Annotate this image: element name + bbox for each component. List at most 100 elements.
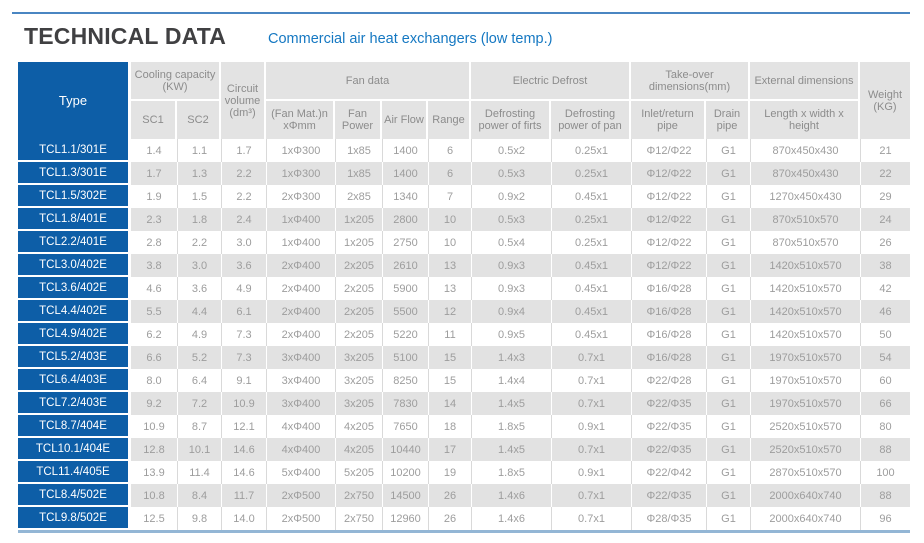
table-cell: 54	[860, 346, 910, 369]
table-cell: 2xΦ500	[266, 484, 335, 507]
table-cell: 1270x450x430	[750, 185, 860, 208]
page-subtitle: Commercial air heat exchangers (low temp…	[268, 31, 553, 47]
table-cell: 0.45x1	[551, 323, 631, 346]
table-cell: 3.0	[177, 254, 221, 277]
table-cell: 2.4	[221, 208, 266, 231]
table-cell: 100	[860, 461, 910, 484]
table-cell: 870x450x430	[750, 139, 860, 162]
table-cell: 26	[428, 507, 471, 530]
table-cell: 1.8x5	[471, 415, 551, 438]
table-cell: 1400	[382, 162, 428, 185]
table-cell: G1	[706, 346, 750, 369]
table-cell: 50	[860, 323, 910, 346]
row-type-label: TCL3.0/402E	[18, 254, 131, 277]
table-cell: 3x205	[335, 346, 382, 369]
table-cell: G1	[706, 162, 750, 185]
table-cell: 3.6	[221, 254, 266, 277]
table-cell: 1xΦ300	[266, 139, 335, 162]
table-cell: 1970x510x570	[750, 346, 860, 369]
table-cell: G1	[706, 392, 750, 415]
table-cell: 0.45x1	[551, 300, 631, 323]
table-cell: 3x205	[335, 392, 382, 415]
table-cell: 2xΦ500	[266, 507, 335, 530]
table-cell: 1420x510x570	[750, 300, 860, 323]
table-cell: 4.9	[221, 277, 266, 300]
table-cell: 0.7x1	[551, 507, 631, 530]
table-cell: 60	[860, 369, 910, 392]
col-header-sc1: SC1	[131, 101, 177, 139]
table-cell: 66	[860, 392, 910, 415]
table-cell: 0.5x3	[471, 162, 551, 185]
table-cell: 1.4x5	[471, 438, 551, 461]
table-cell: 6	[428, 139, 471, 162]
table-cell: Φ22/Φ35	[631, 392, 706, 415]
table-cell: 46	[860, 300, 910, 323]
row-type-label: TCL8.7/404E	[18, 415, 131, 438]
table-cell: 2xΦ400	[266, 254, 335, 277]
table-cell: 2.3	[131, 208, 177, 231]
table-cell: G1	[706, 461, 750, 484]
table-cell: 11.7	[221, 484, 266, 507]
col-header-length-width-height: Length x width x height	[750, 101, 860, 139]
table-cell: Φ12/Φ22	[631, 162, 706, 185]
row-type-label: TCL7.2/403E	[18, 392, 131, 415]
table-cell: 1.9	[131, 185, 177, 208]
table-cell: 1.7	[221, 139, 266, 162]
table-cell: 14	[428, 392, 471, 415]
technical-data-table: Type Cooling capacity (KW) Circuit volum…	[18, 62, 910, 530]
col-header-fan-power: Fan Power	[335, 101, 382, 139]
table-cell: G1	[706, 507, 750, 530]
table-cell: 4.9	[177, 323, 221, 346]
table-cell: 2.2	[177, 231, 221, 254]
table-cell: 2x85	[335, 185, 382, 208]
table-cell: G1	[706, 254, 750, 277]
table-cell: Φ12/Φ22	[631, 231, 706, 254]
table-cell: 4.4	[177, 300, 221, 323]
table-cell: 7830	[382, 392, 428, 415]
col-header-circuit-volume: Circuit volume (dm³)	[221, 62, 266, 139]
table-cell: 26	[860, 231, 910, 254]
table-cell: G1	[706, 438, 750, 461]
table-cell: 4xΦ400	[266, 438, 335, 461]
table-cell: 7	[428, 185, 471, 208]
table-cell: 1.3	[177, 162, 221, 185]
table-cell: 1.8	[177, 208, 221, 231]
table-cell: 2.2	[221, 162, 266, 185]
table-cell: 0.9x5	[471, 323, 551, 346]
col-header-inlet-return-pipe: Inlet/return pipe	[631, 101, 706, 139]
table-cell: 12.1	[221, 415, 266, 438]
table-cell: 2000x640x740	[750, 484, 860, 507]
col-group-external-dimensions: External dimensions	[750, 62, 860, 101]
table-cell: 21	[860, 139, 910, 162]
table-cell: G1	[706, 323, 750, 346]
table-cell: G1	[706, 185, 750, 208]
table-cell: 11	[428, 323, 471, 346]
row-type-label: TCL3.6/402E	[18, 277, 131, 300]
row-type-label: TCL5.2/403E	[18, 346, 131, 369]
table-cell: 2000x640x740	[750, 507, 860, 530]
table-cell: 1.8x5	[471, 461, 551, 484]
table-cell: Φ12/Φ22	[631, 185, 706, 208]
table-cell: 3.8	[131, 254, 177, 277]
table-cell: 1.4x6	[471, 484, 551, 507]
table-cell: 24	[860, 208, 910, 231]
table-cell: 1x85	[335, 162, 382, 185]
table-cell: 14.6	[221, 461, 266, 484]
col-header-fan-mat: (Fan Mat.)n xΦmm	[266, 101, 335, 139]
table-cell: 3xΦ400	[266, 346, 335, 369]
table-cell: 1x205	[335, 208, 382, 231]
row-type-label: TCL2.2/401E	[18, 231, 131, 254]
row-type-label: TCL6.4/403E	[18, 369, 131, 392]
table-cell: 3xΦ400	[266, 369, 335, 392]
table-cell: 0.9x2	[471, 185, 551, 208]
table-cell: 2xΦ400	[266, 323, 335, 346]
table-cell: 29	[860, 185, 910, 208]
table-cell: 2x205	[335, 323, 382, 346]
table-cell: 1.4x3	[471, 346, 551, 369]
col-group-electric-defrost: Electric Defrost	[471, 62, 631, 101]
table-cell: G1	[706, 484, 750, 507]
table-cell: G1	[706, 139, 750, 162]
table-cell: 2.8	[131, 231, 177, 254]
table-cell: 1420x510x570	[750, 254, 860, 277]
row-type-label: TCL1.1/301E	[18, 139, 131, 162]
